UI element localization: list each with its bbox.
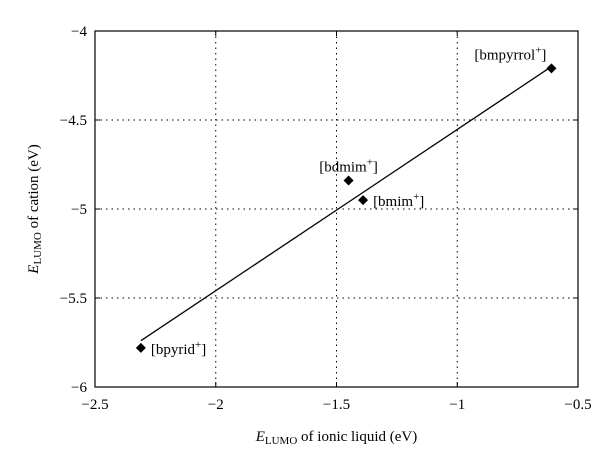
y-tick-label: −5.5 [60,291,87,307]
data-point-bdmim [343,175,354,186]
data-point-bmim [358,195,369,206]
x-tick-label: −1 [449,397,465,413]
y-tick-label: −4 [71,24,87,40]
x-tick-label: −0.5 [564,397,591,413]
fit-line [140,66,552,342]
y-tick-label: −6 [71,380,87,396]
point-label-bmpyrrol: [bmpyrrol+] [474,44,546,63]
point-label-bpyrid: [bpyrid+] [151,339,206,358]
data-point-bpyrid [135,342,146,353]
point-label-bdmim: [bdmim+] [319,157,378,176]
x-tick-label: −2 [208,397,224,413]
x-tick-label: −1.5 [323,397,350,413]
plot-frame [94,30,579,388]
x-tick-label: −2.5 [81,397,108,413]
tick-labels: −2.5 −2 −1.5 −1 −0.5 −6 −5.5 −5 −4.5 −4 [60,24,592,413]
data-point-bmpyrrol [546,63,557,74]
x-axis-title: ELUMO of ionic liquid (eV) [255,429,418,447]
point-label-bmim: [bmim+] [373,191,424,210]
y-axis-title: ELUMO of cation (eV) [26,144,44,274]
grid-lines [95,31,578,387]
data-points: [bpyrid+] [bdmim+] [bmim+] [bmpyrrol+] [135,44,557,358]
y-tick-label: −4.5 [60,113,87,129]
y-tick-label: −5 [71,202,87,218]
